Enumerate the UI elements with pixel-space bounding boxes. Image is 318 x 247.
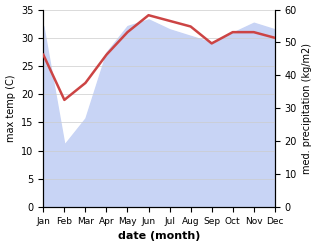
Y-axis label: max temp (C): max temp (C): [5, 75, 16, 142]
Y-axis label: med. precipitation (kg/m2): med. precipitation (kg/m2): [302, 43, 313, 174]
X-axis label: date (month): date (month): [118, 231, 200, 242]
